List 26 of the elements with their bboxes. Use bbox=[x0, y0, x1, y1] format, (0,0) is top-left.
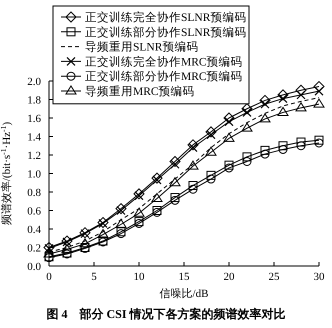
y-tick-label: 1.0 bbox=[27, 168, 42, 180]
y-tick-label: 0.4 bbox=[27, 224, 42, 236]
y-tick-label: 0.8 bbox=[27, 187, 42, 199]
y-tick-label: 1.6 bbox=[27, 113, 42, 125]
y-tick-label: 0.6 bbox=[27, 206, 42, 218]
x-tick-label: 30 bbox=[314, 271, 325, 283]
x-tick-label: 15 bbox=[178, 271, 190, 283]
legend-label: 正交训练完全协作MRC预编码 bbox=[85, 54, 243, 68]
x-axis-title: 信噪比/dB bbox=[160, 287, 208, 300]
x-tick-label: 5 bbox=[91, 271, 98, 283]
y-tick-label: 2.0 bbox=[27, 76, 42, 88]
y-tick-label: 1.2 bbox=[27, 150, 41, 162]
legend-label: 导频重用MRC预编码 bbox=[85, 84, 195, 98]
legend-label: 导频重用SLNR预编码 bbox=[85, 40, 198, 54]
x-tick-label: 10 bbox=[134, 271, 145, 283]
y-tick-label: 1.4 bbox=[27, 132, 42, 144]
caption: 图 4 部分 CSI 情况下各方案的频谱效率对比 bbox=[46, 307, 286, 321]
y-tick-label: 1.8 bbox=[27, 94, 42, 106]
x-tick-label: 0 bbox=[46, 271, 52, 283]
legend-label: 正交训练部分协作SLNR预编码 bbox=[85, 24, 246, 39]
legend-label: 正交训练部分协作MRC预编码 bbox=[85, 69, 243, 84]
y-tick-label: 0.0 bbox=[27, 261, 42, 273]
x-tick-label: 20 bbox=[224, 271, 235, 283]
legend-label: 正交训练完全协作SLNR预编码 bbox=[85, 10, 246, 24]
y-tick-label: 0.2 bbox=[27, 242, 41, 254]
x-tick-label: 25 bbox=[268, 271, 280, 283]
